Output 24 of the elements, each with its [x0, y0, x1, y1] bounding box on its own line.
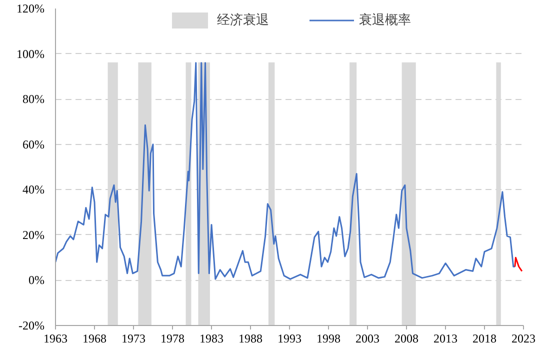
legend-label: 经济衰退	[217, 12, 269, 29]
y-tick-label: 100%	[16, 46, 45, 61]
x-tick-label: 1968	[82, 332, 106, 346]
x-tick-label: 1998	[316, 332, 340, 346]
y-tick-label: 20%	[22, 228, 45, 242]
y-tick-label: -20%	[18, 318, 45, 332]
y-tick-label: 0%	[28, 273, 45, 288]
x-tick-label: 1993	[278, 332, 302, 346]
x-tick-label: 2003	[356, 332, 380, 346]
x-tick-label: 1973	[122, 332, 146, 346]
y-tick-label: 60%	[22, 137, 45, 152]
y-tick-label: 40%	[22, 182, 45, 197]
y-tick-label: 80%	[22, 92, 45, 106]
y-tick-label: 120%	[16, 2, 45, 16]
x-tick-label: 2008	[394, 332, 418, 346]
x-tick-label: 2013	[434, 332, 458, 346]
line-series	[56, 62, 516, 280]
x-tick-label: 1963	[44, 332, 68, 346]
legend-label: 衰退概率	[359, 12, 411, 29]
x-tick-label: 1983	[200, 332, 224, 346]
x-tick-label: 2018	[472, 332, 496, 346]
x-tick-label: 1988	[238, 332, 262, 346]
x-tick-label: 1978	[160, 332, 184, 346]
x-tick-label: 2023	[512, 332, 536, 346]
